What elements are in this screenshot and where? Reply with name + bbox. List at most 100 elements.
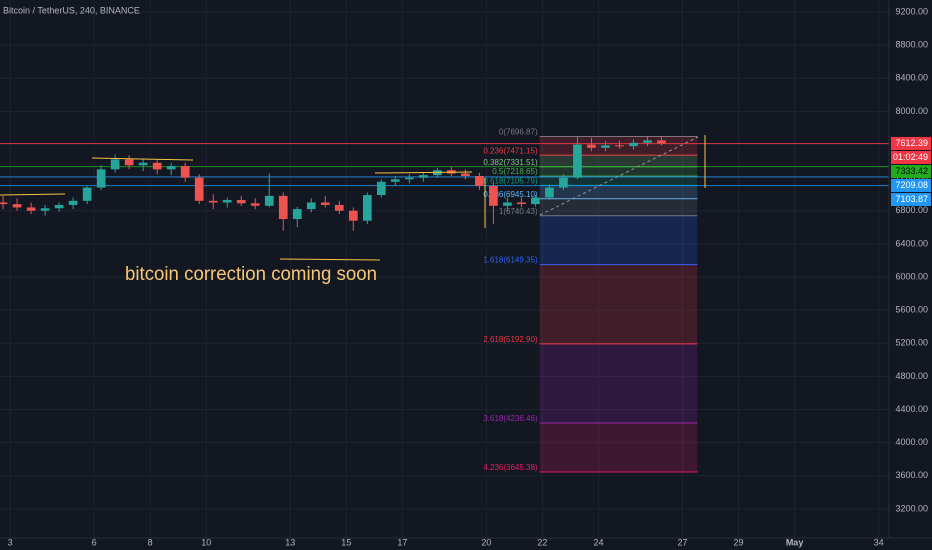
x-tick-label: 13 bbox=[285, 537, 295, 547]
x-tick-label: 34 bbox=[874, 537, 884, 547]
fib-label: 0.236(7471.15) bbox=[483, 146, 538, 155]
y-tick-label: 8800.00 bbox=[895, 40, 928, 50]
price-label-box bbox=[891, 136, 931, 150]
fib-band bbox=[539, 155, 698, 167]
candle-body bbox=[320, 202, 330, 205]
x-tick-label: 17 bbox=[397, 537, 407, 547]
fib-label: 2.618(5192.90) bbox=[483, 335, 538, 344]
drawings bbox=[0, 135, 706, 261]
fib-trend bbox=[539, 136, 699, 216]
y-tick-label: 3600.00 bbox=[895, 470, 928, 480]
candle-body bbox=[12, 204, 22, 208]
y-tick-label: 6800.00 bbox=[895, 205, 928, 215]
price-label: 7103.87 bbox=[895, 194, 928, 204]
candle-body bbox=[517, 202, 526, 205]
candle-body bbox=[348, 210, 358, 221]
candle-body bbox=[194, 177, 204, 201]
y-tick-label: 8000.00 bbox=[895, 106, 928, 116]
price-label: 7333.42 bbox=[895, 166, 928, 176]
price-label: 7612.39 bbox=[895, 138, 928, 148]
x-tick-label: 6 bbox=[92, 537, 97, 547]
candle-body bbox=[601, 145, 610, 148]
candle-body bbox=[208, 200, 218, 203]
fib-label: 0.5(7218.65) bbox=[492, 167, 538, 176]
fib-label: 0.618(7105.79) bbox=[483, 177, 538, 186]
candle-body bbox=[264, 195, 274, 206]
candles bbox=[0, 136, 666, 231]
candle-body bbox=[587, 144, 596, 148]
fib-label: 1(6740.43) bbox=[499, 207, 538, 216]
candle-body bbox=[461, 173, 470, 176]
y-tick-label: 5600.00 bbox=[895, 305, 928, 315]
candle-body bbox=[236, 199, 246, 204]
x-tick-label: 24 bbox=[593, 537, 603, 547]
fib-band bbox=[539, 423, 698, 472]
countdown-box bbox=[891, 150, 931, 164]
trendline bbox=[279, 258, 381, 261]
x-tick-label: 10 bbox=[201, 537, 211, 547]
price-lines bbox=[0, 142, 889, 187]
fib-band bbox=[539, 215, 698, 265]
y-tick-label: 3200.00 bbox=[895, 503, 928, 513]
x-tick-label: 20 bbox=[481, 537, 491, 547]
candle-body bbox=[559, 177, 568, 188]
fib-band bbox=[539, 176, 698, 186]
candle-body bbox=[475, 175, 484, 186]
grid bbox=[0, 0, 889, 538]
candle-body bbox=[166, 166, 176, 170]
axes: 3200.00 3600.00 4000.00 4400.00 4800.00 5200.… bbox=[8, 6, 931, 547]
candle-body bbox=[404, 177, 414, 180]
fib-retracement: 0(7696.87)0.236(7471.15)0.382(7331.51)0.… bbox=[483, 128, 698, 473]
fib-band bbox=[539, 264, 698, 344]
y-tick-label: 6400.00 bbox=[895, 238, 928, 248]
fib-label: 1.618(6149.35) bbox=[483, 256, 538, 265]
fib-band bbox=[539, 166, 698, 177]
fib-label: 0(7696.87) bbox=[499, 128, 538, 137]
candle-body bbox=[657, 140, 666, 144]
candle-body bbox=[545, 187, 554, 198]
candle-body bbox=[334, 204, 344, 211]
x-tick-label: 27 bbox=[678, 537, 688, 547]
candle-body bbox=[643, 140, 652, 143]
candle-body bbox=[573, 144, 582, 178]
fib-label: 4.236(3645.38) bbox=[483, 463, 538, 472]
y-tick-label: 9200.00 bbox=[895, 6, 928, 16]
annotation: bitcoin correction coming soon bbox=[125, 264, 377, 285]
candle-body bbox=[615, 145, 624, 147]
candle-body bbox=[152, 162, 162, 170]
x-tick-label: 15 bbox=[341, 537, 351, 547]
y-tick-label: 6000.00 bbox=[895, 271, 928, 281]
x-tick-label: 3 bbox=[8, 537, 13, 547]
y-tick-label: 4400.00 bbox=[895, 404, 928, 414]
candle-body bbox=[54, 204, 64, 209]
y-tick-label: 8400.00 bbox=[895, 73, 928, 83]
x-tick-label: 22 bbox=[537, 537, 547, 547]
x-tick-label: May bbox=[786, 537, 804, 547]
candle-body bbox=[180, 166, 190, 178]
y-tick-label: 4000.00 bbox=[895, 437, 928, 447]
y-tick-label: 5200.00 bbox=[895, 338, 928, 348]
candle-body bbox=[110, 159, 120, 170]
chart-title: Bitcoin / TetherUS, 240, BINANCE bbox=[3, 5, 140, 15]
countdown: 01:02:49 bbox=[893, 152, 928, 162]
x-tick-label: 29 bbox=[734, 537, 744, 547]
fib-label: 0.382(7331.51) bbox=[483, 158, 538, 167]
trendline bbox=[374, 171, 473, 174]
candle-body bbox=[629, 142, 638, 147]
candle-body bbox=[26, 207, 36, 211]
y-tick-label: 4800.00 bbox=[895, 371, 928, 381]
candle-body bbox=[124, 159, 134, 166]
candle-body bbox=[503, 202, 512, 206]
x-tick-label: 8 bbox=[148, 537, 153, 547]
candle-body bbox=[40, 208, 50, 211]
candle-body bbox=[68, 200, 78, 205]
candle-body bbox=[250, 203, 260, 206]
candle-body bbox=[390, 179, 400, 182]
candle-body bbox=[362, 195, 372, 221]
candle-body bbox=[531, 197, 540, 205]
fib-band bbox=[539, 198, 698, 216]
price-label-box bbox=[891, 178, 931, 192]
candle-body bbox=[419, 175, 428, 178]
candle-body bbox=[306, 202, 316, 210]
